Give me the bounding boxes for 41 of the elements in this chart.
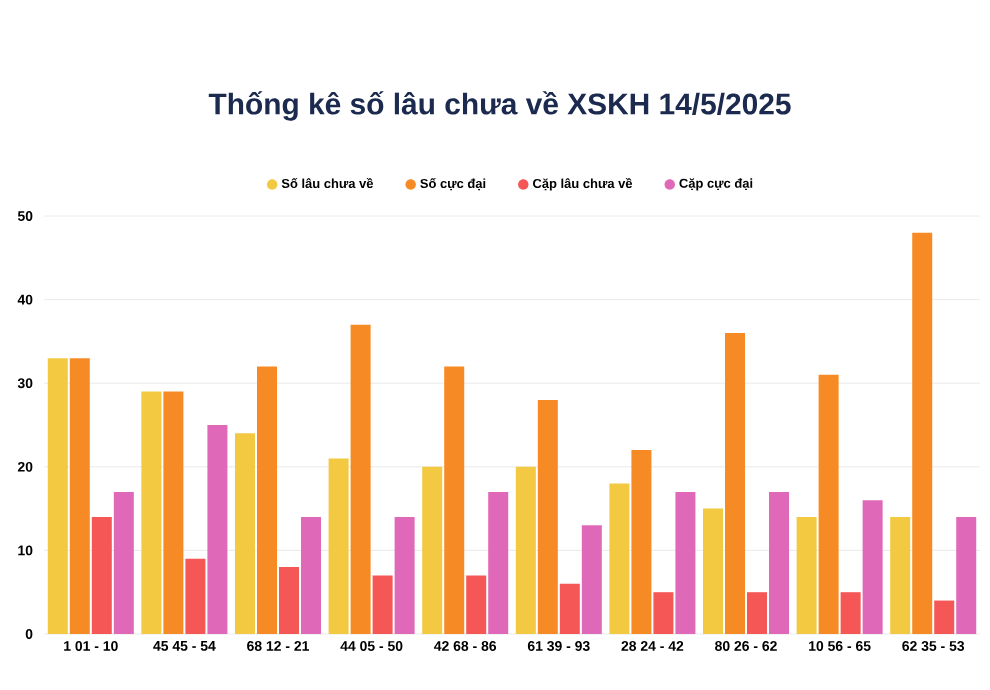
bar bbox=[91, 516, 112, 634]
bar bbox=[769, 491, 790, 634]
bar bbox=[862, 500, 883, 634]
bar bbox=[279, 567, 300, 634]
bar bbox=[515, 466, 536, 634]
bar bbox=[818, 374, 839, 634]
bar bbox=[372, 575, 393, 634]
bar bbox=[653, 592, 674, 634]
bar bbox=[113, 491, 134, 634]
bar bbox=[185, 558, 206, 634]
bar bbox=[141, 391, 162, 634]
bar bbox=[747, 592, 768, 634]
bar bbox=[444, 366, 465, 634]
bar bbox=[488, 491, 509, 634]
chart-title: Thống kê số lâu chưa về XSKH 14/5/2025 bbox=[208, 91, 791, 121]
bar bbox=[301, 516, 322, 634]
bar bbox=[675, 491, 696, 634]
bar bbox=[581, 525, 602, 634]
bar bbox=[207, 425, 228, 634]
bar bbox=[350, 324, 371, 634]
bar bbox=[257, 366, 278, 634]
bar bbox=[912, 232, 933, 634]
bar bbox=[934, 600, 955, 634]
bar bbox=[631, 450, 652, 634]
bar bbox=[703, 508, 724, 634]
bar bbox=[609, 483, 630, 634]
bar bbox=[466, 575, 487, 634]
bar bbox=[328, 458, 349, 634]
bar bbox=[422, 466, 443, 634]
bar bbox=[559, 583, 580, 634]
bar bbox=[235, 433, 255, 634]
bar bbox=[47, 358, 68, 634]
bar bbox=[163, 391, 184, 634]
bar bbox=[890, 516, 911, 634]
bar bbox=[796, 516, 817, 634]
bar bbox=[69, 358, 90, 634]
bar bbox=[840, 592, 861, 634]
bar bbox=[956, 516, 977, 634]
bar bbox=[725, 333, 746, 634]
bar bbox=[537, 399, 558, 634]
bar bbox=[394, 516, 415, 634]
